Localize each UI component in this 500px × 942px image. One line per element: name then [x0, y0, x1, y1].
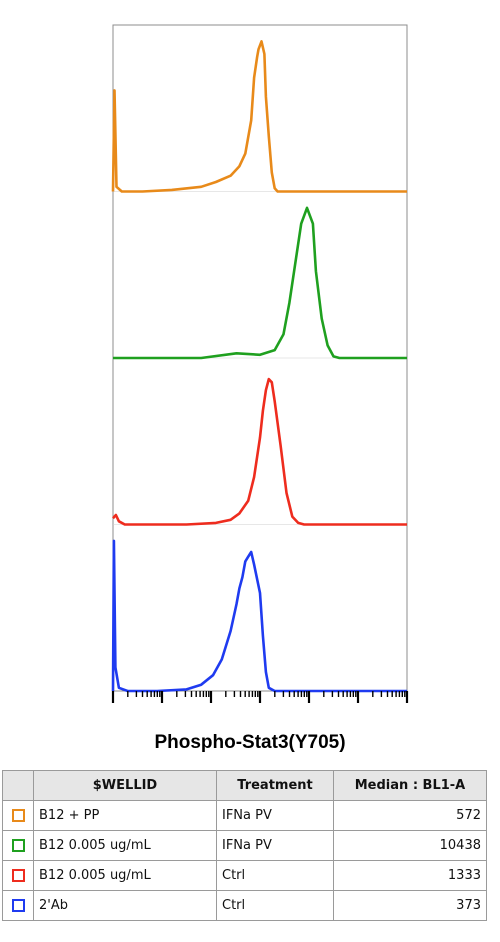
- legend-swatch[interactable]: [11, 869, 25, 882]
- histogram-series-line: [112, 377, 407, 526]
- histogram-plot: [111, 24, 409, 703]
- legend-swatch[interactable]: [11, 839, 25, 852]
- legend-row[interactable]: B12 0.005 ug/mL IFNa PV 10438: [2, 830, 487, 861]
- histogram-series-line: [113, 206, 407, 360]
- legend-row[interactable]: 2'Ab Ctrl 373: [2, 890, 487, 921]
- legend-wellid: B12 + PP: [33, 800, 217, 831]
- x-axis-title: Phospho-Stat3(Y705): [154, 732, 346, 753]
- legend-row[interactable]: B12 + PP IFNa PV 572: [2, 800, 487, 831]
- legend-median: 1333: [333, 860, 487, 891]
- legend-treatment: Ctrl: [216, 890, 334, 921]
- legend-treatment: IFNa PV: [216, 800, 334, 831]
- legend-median: 373: [333, 890, 487, 921]
- legend-row[interactable]: B12 0.005 ug/mL Ctrl 1333: [2, 860, 487, 891]
- legend-swatch[interactable]: [11, 809, 25, 822]
- histogram-series-line: [111, 539, 407, 693]
- legend-header-treatment: Treatment: [216, 770, 334, 801]
- legend-swatch-cell: [2, 860, 34, 891]
- legend-header-median: Median : BL1-A: [333, 770, 487, 801]
- x-axis-ticks: [111, 691, 409, 703]
- legend-wellid: B12 0.005 ug/mL: [33, 860, 217, 891]
- legend-median: 572: [333, 800, 487, 831]
- histogram-series: [111, 40, 407, 693]
- legend-wellid: B12 0.005 ug/mL: [33, 830, 217, 861]
- legend-swatch-cell: [2, 800, 34, 831]
- legend-swatch-cell: [2, 830, 34, 861]
- legend-wellid: 2'Ab: [33, 890, 217, 921]
- legend-swatch[interactable]: [11, 899, 25, 912]
- legend-treatment: IFNa PV: [216, 830, 334, 861]
- legend-median: 10438: [333, 830, 487, 861]
- legend-header-row: $WELLID Treatment Median : BL1-A: [2, 770, 487, 801]
- legend-header-swatch: [2, 770, 34, 801]
- histogram-series-line: [111, 40, 407, 193]
- legend-header-wellid: $WELLID: [33, 770, 217, 801]
- legend-table: $WELLID Treatment Median : BL1-A B12 + P…: [2, 770, 487, 921]
- legend-swatch-cell: [2, 890, 34, 921]
- legend-treatment: Ctrl: [216, 860, 334, 891]
